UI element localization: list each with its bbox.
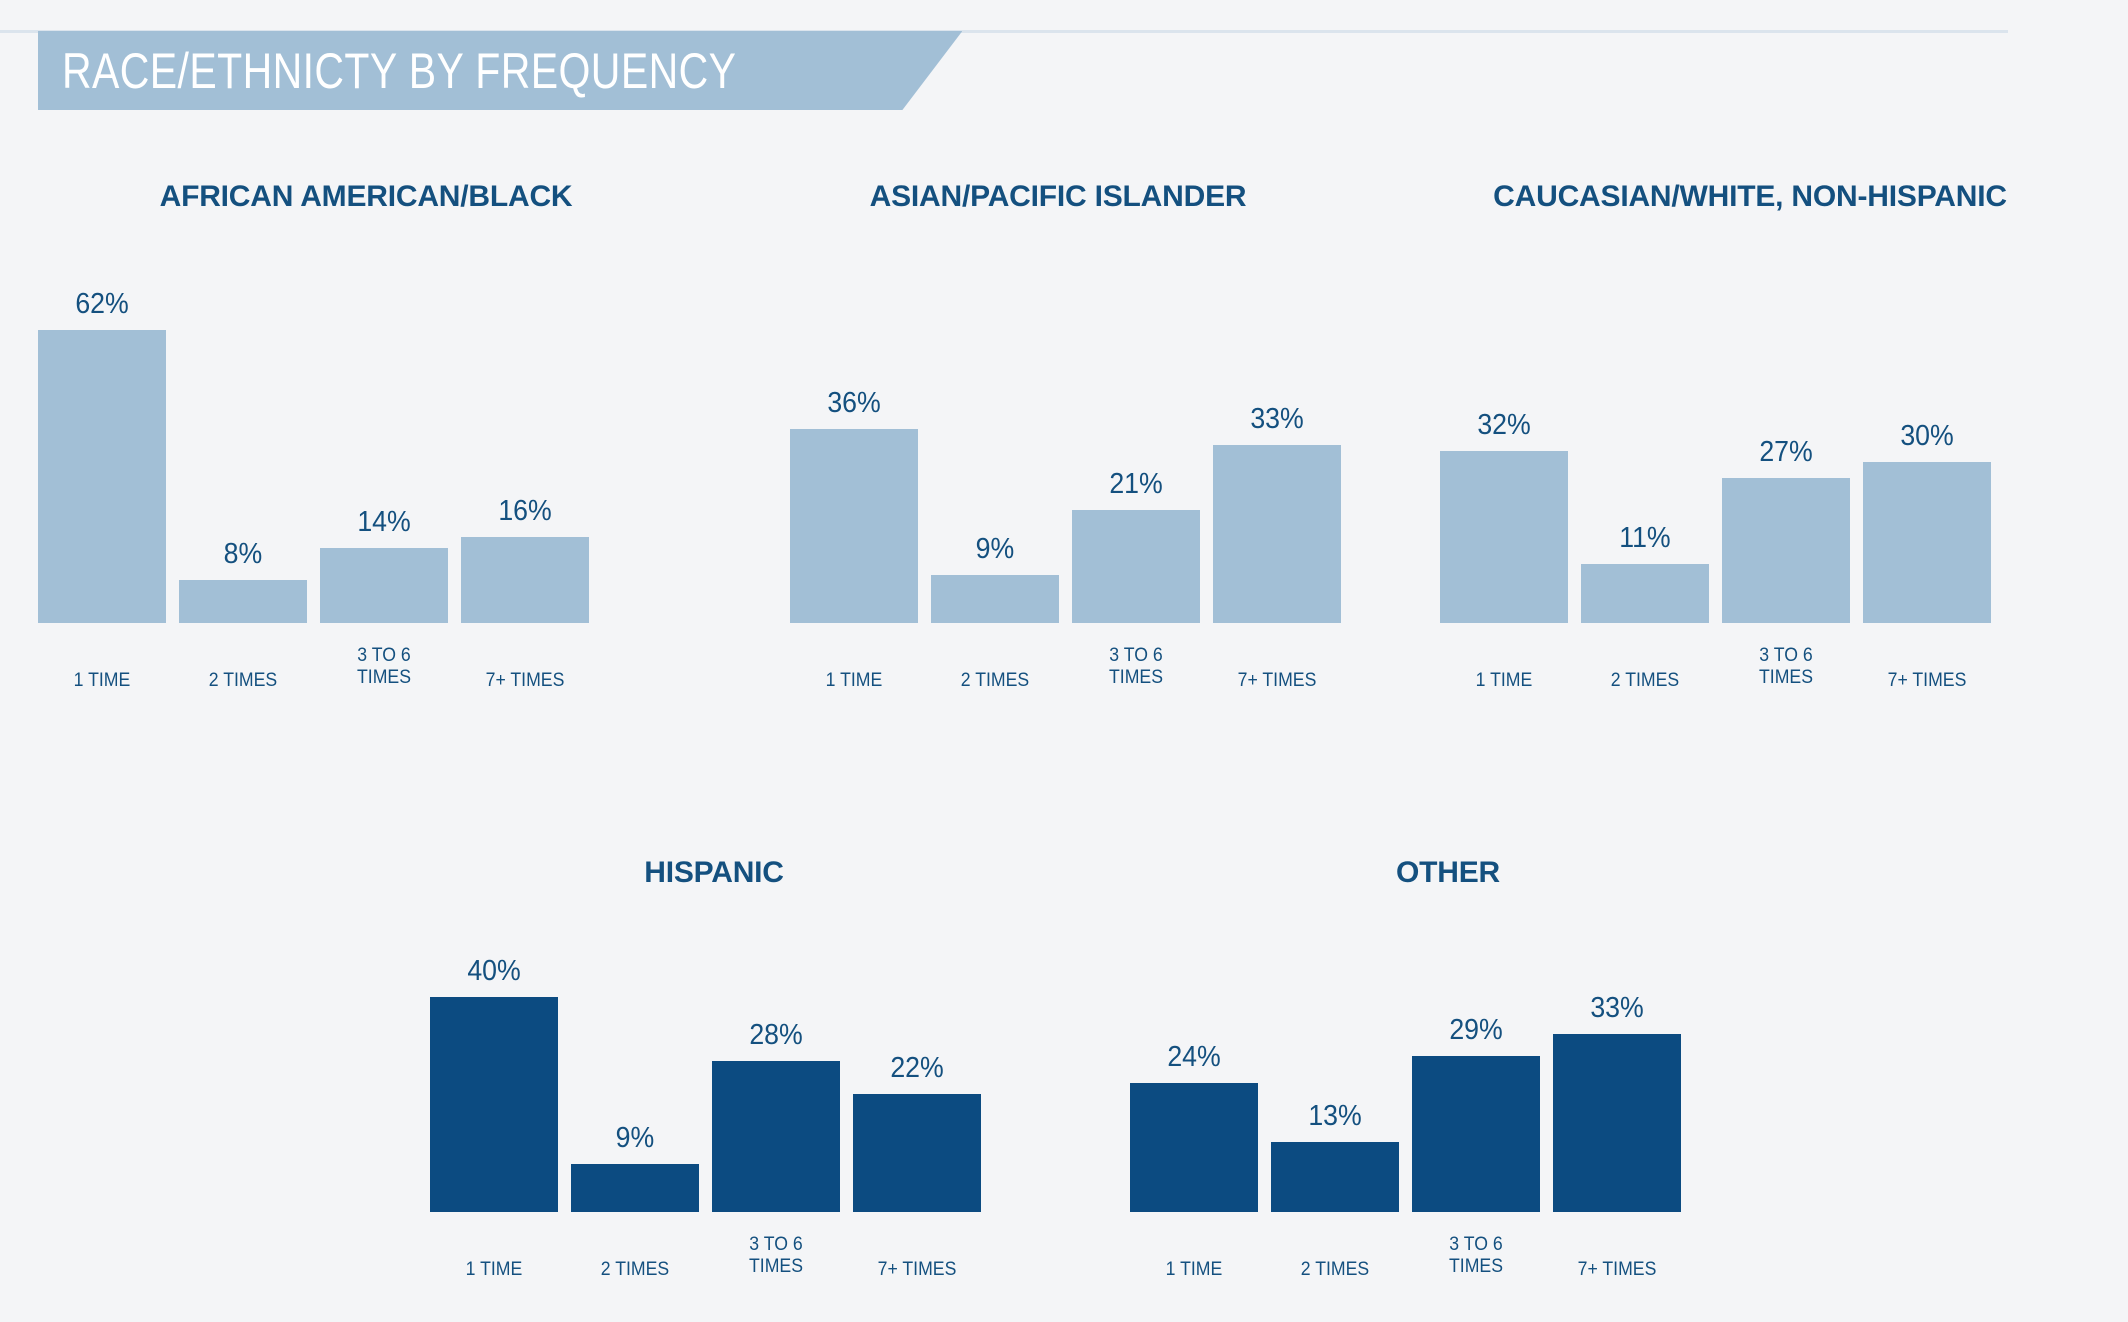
chart-title: CAUCASIAN/WHITE, NON-HISPANIC (1493, 180, 2007, 213)
category-label: 7+ TIMES (1237, 670, 1317, 691)
bar[interactable] (712, 1061, 840, 1212)
category-label: 2 TIMES (208, 670, 278, 691)
plot-area: 24% 13% 29% 33% (1130, 920, 1697, 1212)
bar[interactable] (38, 330, 166, 623)
category-label: 1 TIME (73, 670, 131, 691)
category-label: 1 TIME (1475, 670, 1533, 691)
bar-group[interactable]: 33% (1213, 290, 1341, 623)
category-label: 1 TIME (1165, 1259, 1223, 1280)
bar[interactable] (1440, 451, 1568, 623)
bar-group[interactable]: 40% (430, 920, 558, 1212)
bar-value-label: 32% (1477, 409, 1531, 441)
bar-group[interactable]: 28% (712, 920, 840, 1212)
bar[interactable] (1553, 1034, 1681, 1212)
bar-group[interactable]: 62% (38, 290, 166, 623)
bar-value-label: 9% (615, 1122, 655, 1154)
bar-value-label: 9% (975, 533, 1015, 565)
bar[interactable] (931, 575, 1059, 623)
plot-area: 32% 11% 27% 30% (1440, 290, 2007, 623)
bar-value-label: 14% (357, 506, 411, 538)
bar[interactable] (571, 1164, 699, 1212)
bar-group[interactable]: 27% (1722, 290, 1850, 623)
chart-title: HISPANIC (644, 856, 784, 889)
bar-group[interactable]: 11% (1581, 290, 1709, 623)
chart-title: ASIAN/PACIFIC ISLANDER (869, 180, 1247, 213)
bar[interactable] (1271, 1142, 1399, 1212)
bar-value-label: 13% (1308, 1100, 1362, 1132)
chart-panel-2: ASIAN/PACIFIC ISLANDER 1 TIME 2 TIMES 3 TO … (790, 182, 1357, 733)
bar-value-label: 11% (1619, 522, 1671, 554)
chart-title: AFRICAN AMERICAN/BLACK (159, 180, 573, 213)
category-label: 3 TO 6 TIMES (1109, 645, 1163, 689)
plot-area: 62% 8% 14% 16% (38, 290, 605, 623)
bar-group[interactable]: 22% (853, 920, 981, 1212)
bar-value-label: 29% (1449, 1014, 1503, 1046)
bar-value-label: 33% (1590, 992, 1644, 1024)
bar-value-label: 30% (1900, 420, 1954, 452)
bar-value-label: 8% (223, 538, 263, 570)
bar-group[interactable]: 8% (179, 290, 307, 623)
chart-panel-5: OTHER 1 TIME 2 TIMES 3 TO 6 TIMES 7+ TIMES 24… (1130, 858, 1697, 1322)
bar-value-label: 62% (75, 288, 129, 320)
bar-group[interactable]: 33% (1553, 920, 1681, 1212)
bar-group[interactable]: 21% (1072, 290, 1200, 623)
top-divider-rule (0, 30, 2008, 33)
category-label: 7+ TIMES (485, 670, 565, 691)
category-label: 2 TIMES (1300, 1259, 1370, 1280)
bar[interactable] (1130, 1083, 1258, 1212)
category-label: 3 TO 6 TIMES (357, 645, 411, 689)
bar-group[interactable]: 30% (1863, 290, 1991, 623)
category-label: 7+ TIMES (877, 1259, 957, 1280)
category-label: 1 TIME (825, 670, 883, 691)
bar-value-label: 24% (1167, 1041, 1221, 1073)
bar[interactable] (1412, 1056, 1540, 1212)
bar-value-label: 33% (1250, 403, 1304, 435)
bar-value-label: 40% (467, 955, 521, 987)
bar[interactable] (790, 429, 918, 623)
bar[interactable] (320, 548, 448, 623)
chart-panel-3: CAUCASIAN/WHITE, NON-HISPANIC 1 TIME 2 TIM… (1440, 182, 2007, 733)
category-label: 2 TIMES (960, 670, 1030, 691)
bar[interactable] (1581, 564, 1709, 623)
page-title-banner: RACE/ETHNICTY BY FREQUENCY (38, 31, 962, 110)
category-label: 2 TIMES (1610, 670, 1680, 691)
chart-title: OTHER (1395, 856, 1501, 889)
category-label: 2 TIMES (600, 1259, 670, 1280)
plot-area: 36% 9% 21% 33% (790, 290, 1357, 623)
bar-group[interactable]: 24% (1130, 920, 1258, 1212)
bar[interactable] (853, 1094, 981, 1212)
bar-value-label: 28% (749, 1019, 803, 1051)
bar[interactable] (1722, 478, 1850, 623)
bar-group[interactable]: 14% (320, 290, 448, 623)
category-label: 7+ TIMES (1577, 1259, 1657, 1280)
category-label: 3 TO 6 TIMES (1449, 1234, 1503, 1278)
plot-area: 40% 9% 28% 22% (430, 920, 997, 1212)
category-label: 3 TO 6 TIMES (749, 1234, 803, 1278)
bar[interactable] (1863, 462, 1991, 623)
bar-value-label: 21% (1109, 468, 1163, 500)
bar-value-label: 16% (498, 495, 552, 527)
bar-value-label: 22% (890, 1052, 944, 1084)
bar-group[interactable]: 32% (1440, 290, 1568, 623)
bar-value-label: 36% (827, 387, 881, 419)
page-title: RACE/ETHNICTY BY FREQUENCY (62, 42, 737, 99)
chart-panel-4: HISPANIC 1 TIME 2 TIMES 3 TO 6 TIMES 7+ TIME… (430, 858, 997, 1322)
category-label: 3 TO 6 TIMES (1759, 645, 1813, 689)
bar-group[interactable]: 9% (931, 290, 1059, 623)
bar-group[interactable]: 16% (461, 290, 589, 623)
bar[interactable] (1072, 510, 1200, 623)
category-label: 1 TIME (465, 1259, 523, 1280)
bar-value-label: 27% (1759, 436, 1813, 468)
bar-group[interactable]: 9% (571, 920, 699, 1212)
bar-group[interactable]: 29% (1412, 920, 1540, 1212)
bar[interactable] (430, 997, 558, 1212)
bar[interactable] (461, 537, 589, 623)
chart-panel-1: AFRICAN AMERICAN/BLACK 1 TIME 2 TIMES 3 TO … (38, 182, 605, 733)
bar-group[interactable]: 36% (790, 290, 918, 623)
bar[interactable] (1213, 445, 1341, 623)
category-label: 7+ TIMES (1887, 670, 1967, 691)
bar-group[interactable]: 13% (1271, 920, 1399, 1212)
bar[interactable] (179, 580, 307, 623)
